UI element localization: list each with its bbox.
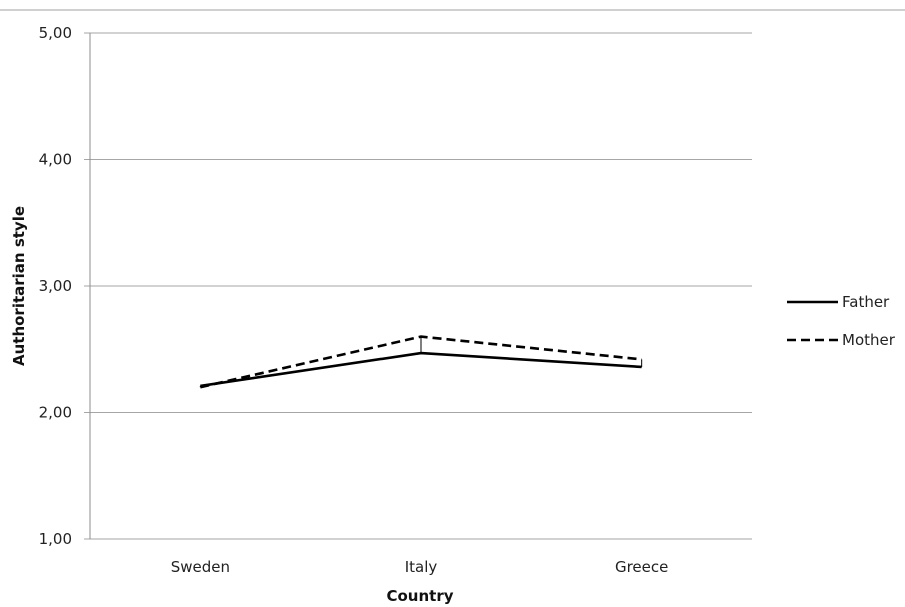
x-tick-label: Greece	[615, 558, 668, 576]
legend-label-mother: Mother	[842, 331, 896, 349]
y-tick-label: 2,00	[39, 404, 72, 422]
y-tick-labels: 1,00 2,00 3,00 4,00 5,00	[39, 24, 72, 548]
x-tick-label: Italy	[405, 558, 438, 576]
x-axis-title: Country	[386, 587, 453, 605]
series-lines	[199, 335, 643, 389]
legend-label-father: Father	[842, 293, 890, 311]
series-line-father	[200, 351, 642, 388]
y-axis-title: Authoritarian style	[10, 206, 28, 366]
y-tick-label: 5,00	[39, 24, 72, 42]
x-tick-labels: Sweden Italy Greece	[171, 558, 669, 576]
y-tick-label: 3,00	[39, 277, 72, 295]
x-tick-label: Sweden	[171, 558, 230, 576]
y-tick-label: 1,00	[39, 530, 72, 548]
legend: Father Mother	[787, 293, 896, 349]
y-tick-label: 4,00	[39, 151, 72, 169]
gridlines	[84, 32, 752, 540]
